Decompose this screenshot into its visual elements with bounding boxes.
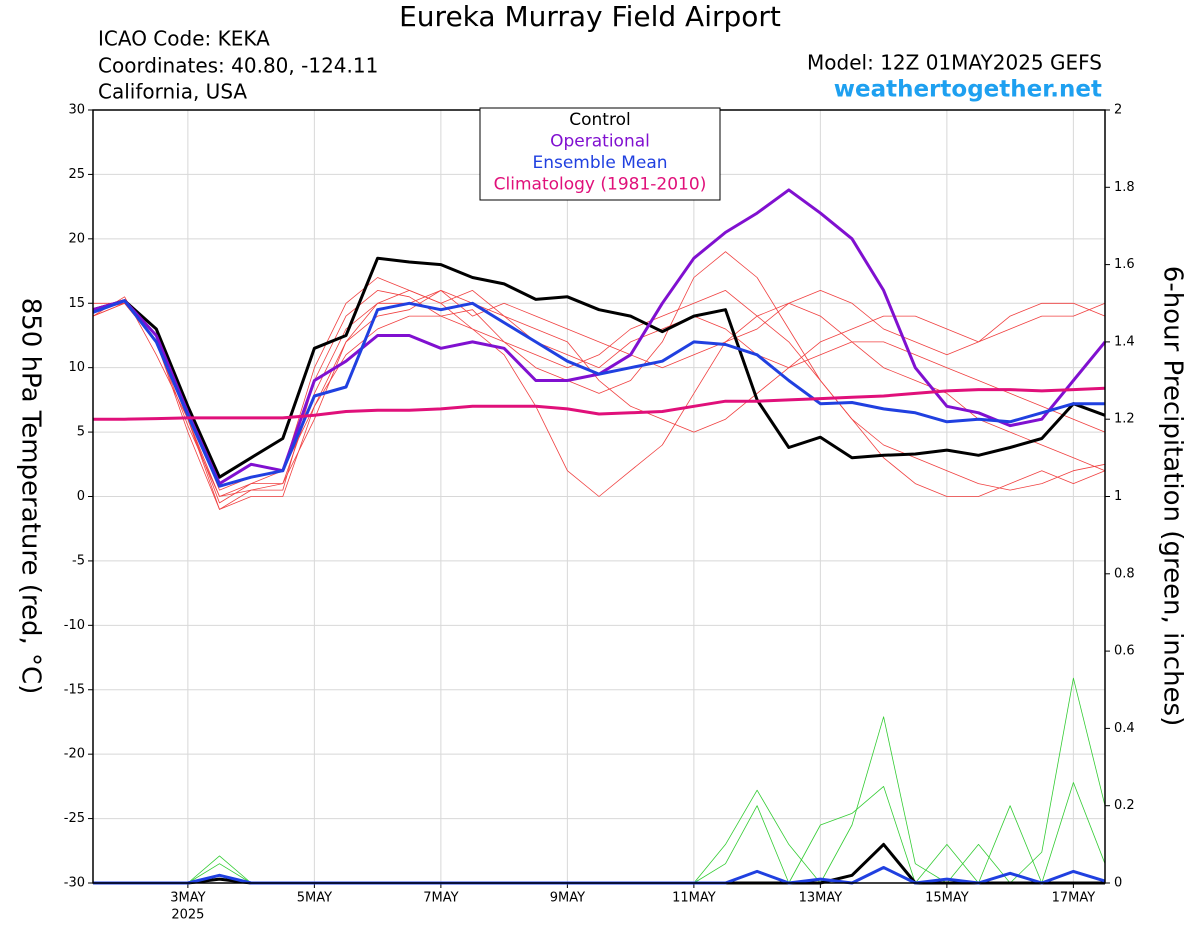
- y2-tick-label: 0: [1114, 876, 1122, 891]
- legend-entry: Climatology (1981-2010): [494, 175, 707, 195]
- series-line: [92, 299, 1105, 488]
- member-line: [92, 277, 1106, 497]
- member-line: [93, 289, 1106, 497]
- y2-tick-label: 1.8: [1114, 180, 1135, 195]
- y-tick-label: 30: [68, 103, 85, 118]
- x-tick-label: 3MAY: [170, 891, 205, 906]
- y2-tick-label: 1.6: [1114, 257, 1135, 272]
- member-line: [92, 251, 1106, 510]
- member-line: [93, 782, 1106, 884]
- y2-tick-label: 1.2: [1114, 412, 1135, 427]
- model-info: Model: 12Z 01MAY2025 GEFS: [807, 51, 1102, 75]
- x-tick-label: 17MAY: [1052, 891, 1096, 906]
- x-tick-label: 9MAY: [550, 891, 585, 906]
- y-tick-label: 20: [68, 231, 85, 246]
- series-line: [92, 188, 1107, 486]
- y-tick-label: 25: [68, 167, 85, 182]
- legend-entry: Operational: [550, 132, 650, 152]
- info-line: California, USA: [98, 80, 247, 104]
- info-line: ICAO Code: KEKA: [98, 27, 270, 51]
- y2-axis-label: 6-hour Precipitation (green, inches): [1158, 266, 1188, 726]
- y-tick-label: 15: [68, 296, 85, 311]
- x-tick-label: 5MAY: [297, 891, 332, 906]
- y-tick-label: 5: [77, 425, 85, 440]
- y2-tick-label: 2: [1114, 103, 1122, 118]
- y-tick-label: -25: [64, 811, 85, 826]
- x-tick-label: 15MAY: [925, 891, 969, 906]
- member-line: [92, 289, 1106, 510]
- series-line: [93, 386, 1106, 421]
- y2-tick-label: 1: [1114, 489, 1122, 504]
- chart-title: Eureka Murray Field Airport: [399, 0, 781, 33]
- y-axis-label: 850 hPa Temperature (red, °C): [16, 298, 46, 695]
- x-sublabel: 2025: [171, 908, 204, 923]
- member-line: [92, 289, 1106, 504]
- x-tick-label: 13MAY: [799, 891, 843, 906]
- legend-box: [479, 107, 721, 201]
- y-tick-label: 0: [77, 489, 85, 504]
- y-tick-label: -15: [64, 682, 85, 697]
- legend-entry: Control: [569, 110, 630, 130]
- y-tick-label: -10: [64, 618, 85, 633]
- y-tick-label: -20: [64, 747, 85, 762]
- x-tick-label: 7MAY: [423, 891, 458, 906]
- y2-tick-label: 0.2: [1114, 798, 1135, 813]
- site-name: weathertogether.net: [834, 77, 1102, 103]
- x-tick-label: 11MAY: [672, 891, 716, 906]
- series-line: [92, 256, 1106, 479]
- y2-tick-label: 1.4: [1114, 334, 1135, 349]
- y-tick-label: -5: [72, 553, 85, 568]
- y-tick-label: -30: [64, 876, 85, 891]
- legend-entry: Ensemble Mean: [532, 153, 667, 173]
- y2-tick-label: 0.4: [1114, 721, 1135, 736]
- y2-tick-label: 0.8: [1114, 566, 1135, 581]
- y-tick-label: 10: [68, 360, 85, 375]
- info-line: Coordinates: 40.80, -124.11: [98, 54, 378, 78]
- y2-tick-label: 0.6: [1114, 644, 1135, 659]
